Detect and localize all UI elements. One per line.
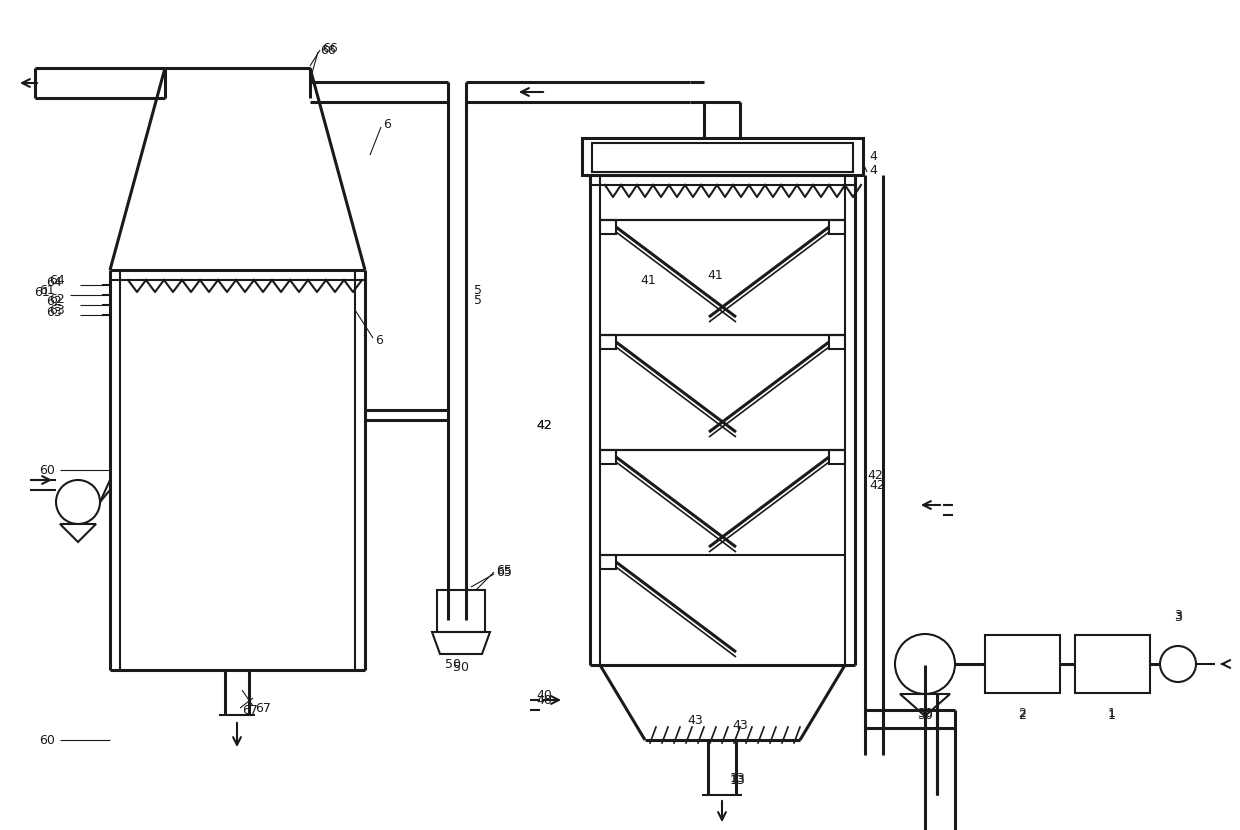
Text: 61: 61	[35, 286, 50, 299]
Text: 40: 40	[536, 694, 552, 706]
Text: 63: 63	[50, 304, 64, 316]
Bar	[600, 335, 616, 349]
Text: 4: 4	[869, 164, 877, 177]
Text: 13: 13	[730, 772, 745, 784]
Bar	[600, 555, 616, 569]
Text: 67: 67	[242, 704, 258, 716]
Text: 60: 60	[40, 463, 55, 476]
Text: 50: 50	[445, 657, 461, 671]
Text: 1: 1	[1109, 706, 1116, 720]
Bar	[591, 143, 853, 172]
Text: 30: 30	[918, 709, 932, 721]
Text: 61: 61	[40, 284, 55, 296]
Bar	[600, 450, 616, 464]
Text: 6: 6	[374, 334, 383, 346]
Text: 13: 13	[730, 774, 745, 787]
Text: 5: 5	[474, 284, 482, 296]
Text: 42: 42	[869, 479, 885, 491]
Text: 42: 42	[867, 468, 883, 481]
Bar	[985, 635, 1060, 693]
Text: 64: 64	[50, 274, 64, 286]
Text: 41: 41	[707, 268, 723, 281]
Text: 41: 41	[640, 274, 656, 286]
Text: 5: 5	[474, 294, 482, 306]
Text: 2: 2	[1018, 706, 1025, 720]
Bar	[1075, 635, 1149, 693]
Text: 1: 1	[1109, 709, 1116, 721]
Bar	[830, 450, 844, 464]
Bar	[600, 220, 616, 234]
Text: 67: 67	[255, 701, 270, 715]
Text: 66: 66	[322, 42, 337, 55]
Text: 43: 43	[687, 714, 703, 726]
Text: 60: 60	[40, 734, 55, 746]
Text: 3: 3	[1174, 611, 1182, 623]
Text: 42: 42	[536, 418, 552, 432]
Bar	[830, 220, 844, 234]
Bar	[582, 138, 863, 175]
Text: 30: 30	[918, 706, 932, 720]
Text: 43: 43	[732, 719, 748, 731]
Text: 42: 42	[536, 418, 552, 432]
Text: 62: 62	[50, 292, 64, 305]
Text: 63: 63	[46, 305, 62, 319]
Text: 62: 62	[46, 295, 62, 307]
Text: 66: 66	[320, 43, 336, 56]
Text: 40: 40	[536, 689, 552, 701]
Text: 4: 4	[869, 149, 877, 163]
Text: 65: 65	[496, 564, 512, 577]
Bar	[436, 590, 485, 632]
Bar	[830, 335, 844, 349]
Text: 64: 64	[46, 276, 62, 289]
Text: 2: 2	[1018, 709, 1025, 721]
Text: 6: 6	[383, 119, 391, 131]
Text: 3: 3	[1174, 608, 1182, 622]
Text: 50: 50	[453, 661, 469, 673]
Text: 65: 65	[496, 565, 512, 579]
